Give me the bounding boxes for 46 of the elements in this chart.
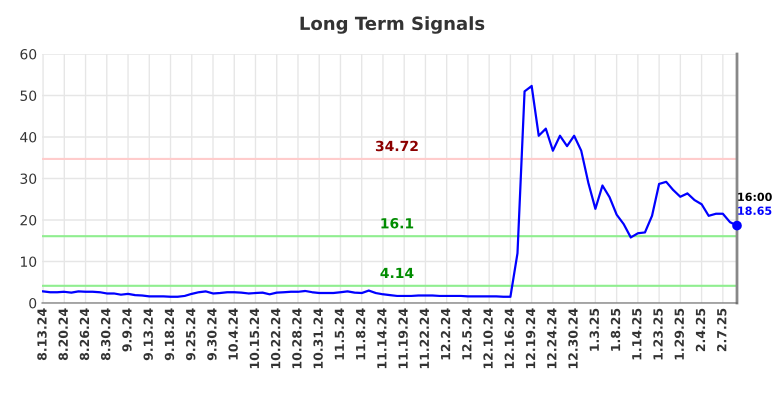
x-tick-label: 12.16.24	[504, 308, 514, 368]
y-tick-label: 50	[20, 90, 36, 101]
x-tick-label: 9.18.24	[164, 308, 174, 360]
x-tick-label: 12.5.24	[462, 308, 472, 360]
ref-line-label: 16.1	[381, 218, 414, 229]
x-tick-label: 12.24.24	[547, 308, 556, 368]
x-tick-label: 1.3.25	[590, 308, 600, 351]
x-tick-label: 10.22.24	[270, 308, 280, 368]
y-tick-label: 20	[20, 214, 36, 226]
y-tick-label: 40	[20, 132, 36, 142]
x-tick-label: 1.29.25	[674, 308, 684, 360]
x-tick-label: 1.14.25	[632, 308, 642, 360]
x-tick-label: 9.9.24	[122, 308, 132, 352]
x-tick-label: 2.4.25	[696, 308, 706, 352]
x-tick-label: 1.23.25	[653, 308, 663, 360]
x-tick-label: 11.8.24	[356, 308, 366, 360]
x-tick-label: 10.31.24	[313, 308, 323, 368]
x-tick-label: 9.13.24	[143, 308, 153, 360]
x-tick-label: 10.15.24	[250, 308, 260, 368]
x-tick-label: 8.20.24	[58, 308, 68, 360]
x-tick-label: 8.26.24	[80, 308, 90, 360]
x-tick-label: 8.30.24	[100, 308, 110, 360]
text: 18.65	[738, 206, 772, 215]
x-tick-label: 12.19.24	[526, 308, 536, 368]
y-tick-label: 0	[29, 298, 36, 308]
x-tick-label: 11.19.24	[398, 308, 408, 368]
x-tick-label: 8.13.24	[37, 308, 47, 360]
x-tick-label: 12.10.24	[483, 308, 493, 368]
y-tick-label: 10	[20, 256, 36, 267]
x-tick-label: 9.30.24	[207, 308, 217, 360]
x-tick-label: 11.22.24	[420, 308, 429, 368]
x-tick-label: 10.28.24	[292, 308, 302, 368]
ref-line-label: 4.14	[380, 268, 414, 278]
x-tick-label: 11.5.24	[334, 308, 344, 360]
x-tick-label: 9.25.24	[186, 308, 196, 360]
x-tick-label: 2.7.25	[717, 308, 726, 352]
x-tick-label: 11.14.24	[377, 308, 386, 368]
y-tick-label: 60	[20, 48, 36, 60]
text: 16:00	[738, 192, 772, 202]
x-tick-label: 10.4.24	[228, 308, 238, 360]
x-tick-label: 1.8.25	[610, 308, 620, 351]
x-tick-label: 12.30.24	[568, 308, 578, 368]
x-tick-label: 12.2.24	[440, 308, 450, 360]
chart-title: Long Term Signals	[300, 16, 484, 34]
ref-line-label: 34.72	[376, 140, 418, 152]
y-tick-label: 30	[20, 173, 36, 184]
